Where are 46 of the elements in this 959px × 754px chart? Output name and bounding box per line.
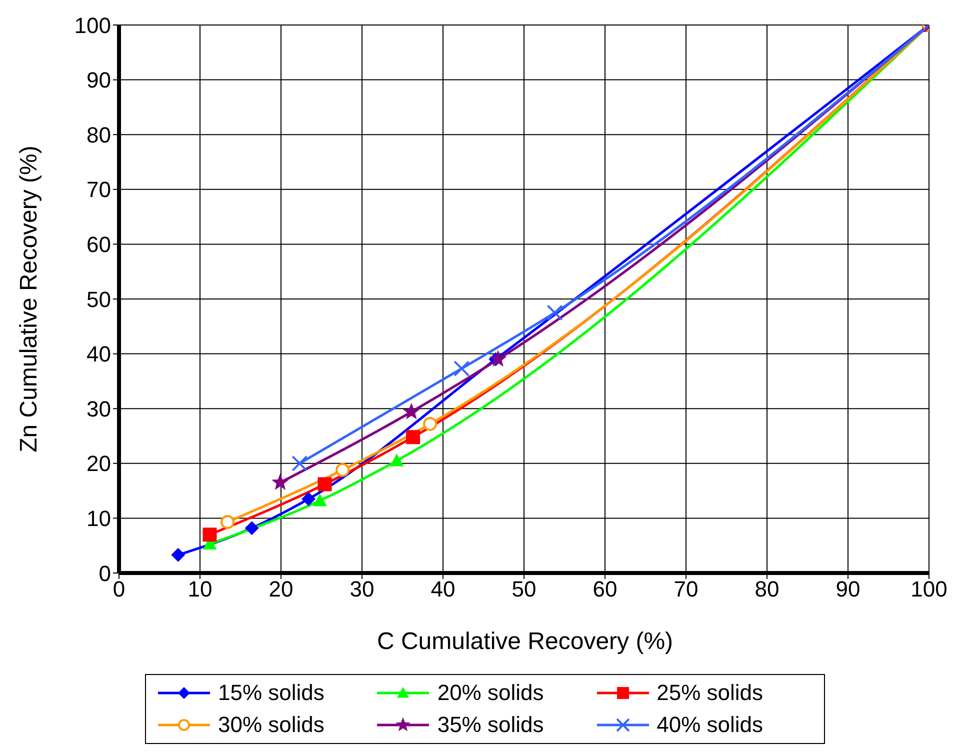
point — [402, 402, 420, 420]
y-tick-label: 40 — [86, 342, 111, 367]
x-tick-label: 90 — [836, 576, 860, 602]
legend-label: 25% solids — [656, 680, 764, 706]
x-tick-label: 70 — [674, 576, 698, 602]
legend-label: 15% solids — [218, 680, 324, 706]
point — [312, 494, 327, 506]
y-axis-title: Zn Cumulative Recovery (%) — [16, 146, 43, 452]
x-tick-label: 40 — [430, 576, 456, 602]
y-tick-label: 90 — [86, 68, 111, 93]
point — [244, 521, 259, 536]
y-tick-label: 10 — [86, 506, 111, 532]
point — [302, 492, 316, 506]
y-tick-label: 80 — [86, 122, 111, 148]
point — [220, 515, 235, 530]
x-tick-label: 80 — [754, 576, 780, 602]
legend-label: 30% solids — [218, 712, 324, 738]
point — [336, 462, 350, 477]
point — [489, 350, 507, 367]
y-tick-label: 60 — [86, 232, 111, 258]
legend-label: 35% solids — [437, 712, 544, 738]
point — [390, 454, 404, 466]
point — [406, 430, 420, 444]
x-tick-label: 100 — [910, 576, 948, 602]
y-tick-label: 0 — [98, 560, 111, 586]
y-tick-label: 30 — [86, 396, 111, 422]
point — [272, 473, 289, 490]
y-tick-label: 70 — [86, 177, 111, 202]
point — [318, 477, 332, 492]
legend-label: 40% solids — [656, 712, 764, 738]
point — [454, 360, 470, 377]
x-tick-label: 20 — [268, 576, 294, 602]
x-tick-label: 30 — [350, 576, 374, 602]
x-tick-label: 50 — [512, 576, 536, 602]
x-tick-label: 10 — [188, 576, 212, 602]
point — [292, 455, 308, 472]
point — [546, 304, 563, 321]
point — [423, 416, 438, 431]
legend-label: 20% solids — [437, 680, 544, 706]
y-tick-label: 100 — [74, 12, 111, 38]
x-axis-title: C Cumulative Recovery (%) — [376, 628, 674, 656]
point — [171, 548, 186, 562]
point — [202, 528, 217, 542]
x-tick-label: 60 — [592, 576, 618, 602]
y-tick-label: 20 — [86, 451, 111, 476]
y-tick-label: 50 — [86, 286, 111, 312]
